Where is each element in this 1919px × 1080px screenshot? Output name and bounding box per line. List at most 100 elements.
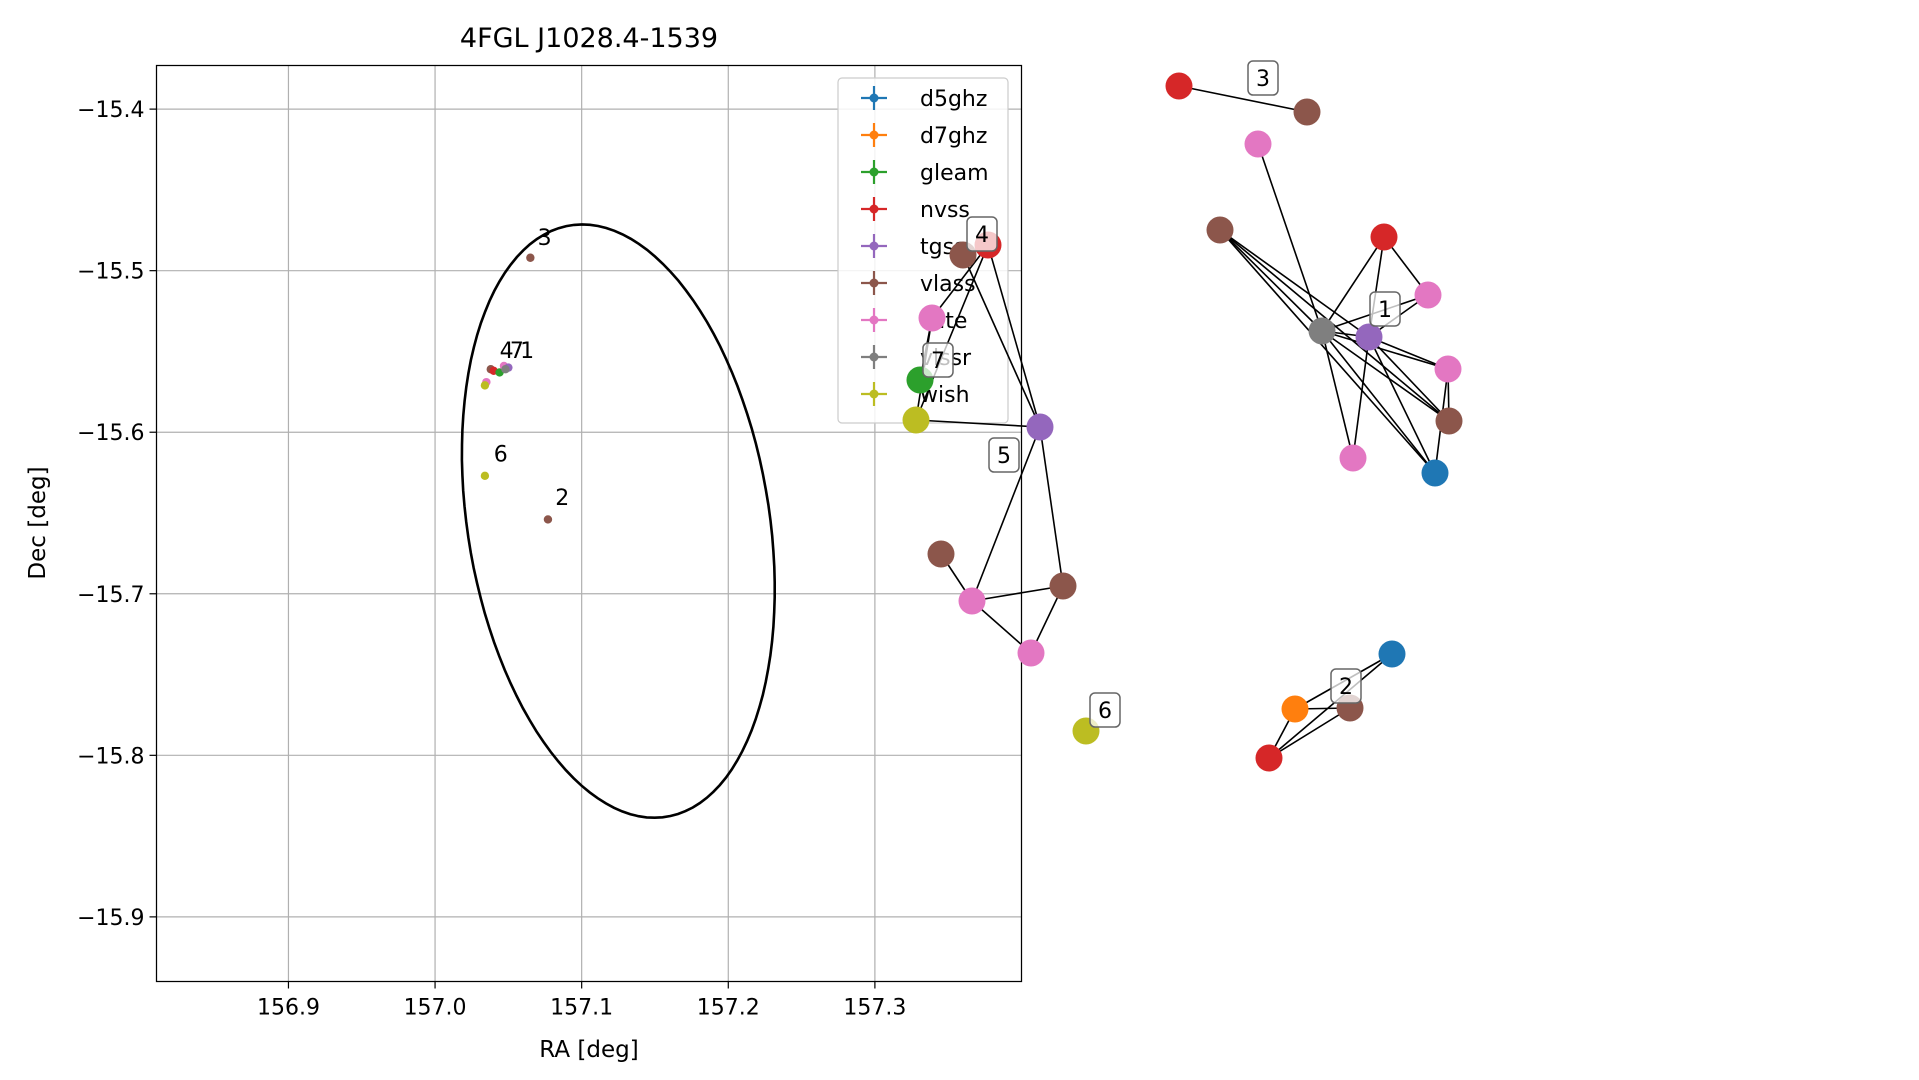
x-tick-label: 157.1 <box>550 996 613 1021</box>
node-vlite <box>1017 639 1045 667</box>
node-vlite <box>1434 355 1462 383</box>
chart-title: 4FGL J1028.4-1539 <box>460 23 718 54</box>
point-vlass <box>526 253 535 262</box>
network-label-box <box>1247 60 1279 96</box>
network-label-text: 2 <box>1339 675 1353 700</box>
node-vlite <box>1339 444 1367 472</box>
x-tick-label: 157.0 <box>404 996 467 1021</box>
network-edge <box>1321 236 1385 332</box>
grid-lines <box>156 65 1022 982</box>
network-edge <box>1321 330 1449 370</box>
legend-marker-dot <box>869 389 879 399</box>
x-tick-label: 157.2 <box>697 996 760 1021</box>
y-ticks: −15.4 −15.5 −15.6 −15.7 −15.8 −15.9 <box>77 98 157 931</box>
node-nvss <box>1255 744 1283 772</box>
network-edge <box>1321 330 1354 459</box>
network-edge <box>1368 336 1450 422</box>
cluster-labels: 174 3 6 2 <box>494 226 570 511</box>
point-vlssr <box>501 365 510 374</box>
network-edge <box>1368 336 1436 474</box>
network-cluster-labels: 3 1 4 7 5 6 2 <box>922 60 1401 728</box>
node-vlass <box>927 540 955 568</box>
y-tick-label: −15.6 <box>77 421 144 446</box>
cluster-label: 2 <box>555 486 569 511</box>
node-d7ghz <box>1281 695 1309 723</box>
uncertainty-ellipse <box>460 223 776 820</box>
legend-marker-dot <box>869 352 879 362</box>
y-tick-label: −15.8 <box>77 744 144 769</box>
network-label-box <box>988 437 1020 473</box>
network-label-box <box>922 342 954 378</box>
legend-marker-dot <box>869 278 879 288</box>
network-edge <box>1039 426 1064 587</box>
point-wish <box>480 471 490 481</box>
node-vlass <box>1435 407 1463 435</box>
node-vlite <box>1244 130 1272 158</box>
cluster-label: 6 <box>494 442 508 467</box>
network-edge <box>915 419 1041 428</box>
network-nodes <box>902 72 1463 772</box>
network-edge <box>1321 330 1436 474</box>
network-edge <box>971 585 1064 602</box>
network-edge <box>1219 229 1323 332</box>
legend-label-vlass: vlass <box>920 272 976 297</box>
cluster-label: 7 <box>510 339 524 364</box>
x-ticks: 156.9 157.0 157.1 157.2 157.3 <box>257 981 906 1021</box>
y-tick-label: −15.5 <box>77 260 144 285</box>
node-vlite <box>918 304 946 332</box>
legend-marker-dot <box>869 204 879 214</box>
node-vlass <box>1049 572 1077 600</box>
network-edge <box>1352 336 1370 459</box>
y-tick-label: −15.7 <box>77 583 144 608</box>
network-label-text: 1 <box>1378 298 1392 323</box>
legend-label-d7ghz: d7ghz <box>920 124 987 149</box>
legend-label-d5ghz: d5ghz <box>920 87 987 112</box>
node-vlite <box>1414 281 1442 309</box>
network-edge <box>1321 330 1450 422</box>
legend-marker-dot <box>869 93 879 103</box>
cluster-label: 1 <box>520 339 534 364</box>
legend-label-nvss: nvss <box>920 198 970 223</box>
y-tick-label: −15.9 <box>77 906 144 931</box>
legend-marker-dot <box>869 315 879 325</box>
network-edge <box>1219 229 1450 422</box>
legend-label-gleam: gleam <box>920 161 989 186</box>
y-axis-label: Dec [deg] <box>25 466 51 579</box>
legend-marker-dot <box>869 241 879 251</box>
network-edge <box>1268 707 1351 759</box>
y-tick-label: −15.4 <box>77 98 144 123</box>
network-edge <box>1178 85 1308 113</box>
node-d5ghz <box>1378 640 1406 668</box>
node-tgss <box>1026 413 1054 441</box>
network-label-text: 5 <box>997 444 1011 469</box>
cluster-label: 4 <box>500 339 514 364</box>
node-tgss <box>1355 323 1383 351</box>
cluster-label: 3 <box>538 226 552 251</box>
network-edge <box>1368 336 1449 370</box>
network-label-text: 4 <box>975 223 989 248</box>
node-vlite <box>958 587 986 615</box>
network-edge <box>971 426 1041 602</box>
node-wish <box>902 406 930 434</box>
network-label-box <box>1330 668 1362 704</box>
network-edge <box>962 254 1041 428</box>
network-label-text: 6 <box>1098 699 1112 724</box>
node-nvss <box>1370 223 1398 251</box>
network-label-box <box>966 216 998 252</box>
network-edge <box>931 244 989 319</box>
network-label-text: 7 <box>931 349 945 374</box>
plot-frame <box>155 64 1023 983</box>
legend-marker-dot <box>869 167 879 177</box>
x-tick-label: 156.9 <box>257 996 320 1021</box>
point-vlass <box>543 515 553 524</box>
network-edge <box>1257 143 1323 332</box>
legend-marker-dot <box>869 130 879 140</box>
network-graph: 3 1 4 7 5 6 2 <box>902 60 1463 772</box>
node-vlssr <box>1308 317 1336 345</box>
x-axis-label: RA [deg] <box>539 1037 638 1063</box>
network-label-box <box>1369 291 1401 327</box>
network-edge <box>1219 229 1370 338</box>
node-nvss <box>1165 72 1193 100</box>
